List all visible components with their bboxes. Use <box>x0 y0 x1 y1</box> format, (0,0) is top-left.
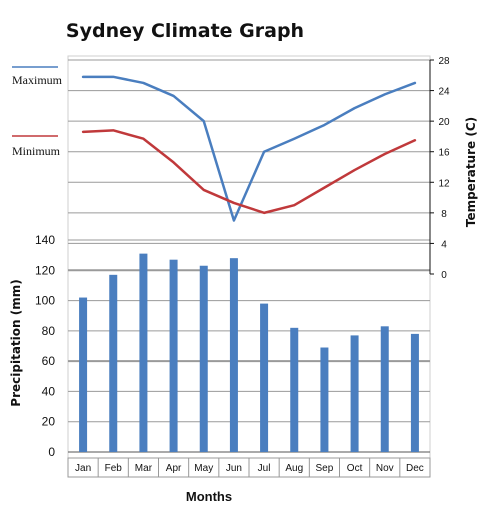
temperature-line-minimum <box>81 129 417 215</box>
legend-layer: Maximum Minimum <box>12 66 63 158</box>
x-tick-label: Jan <box>75 463 91 474</box>
legend-label-maximum: Maximum <box>12 73 63 87</box>
x-tick-label: Aug <box>285 463 303 474</box>
axes-layer: Jan Feb Mar Apr May Jun Jul Aug Sep Oct Nov Dec 0 20 4… <box>35 56 450 478</box>
x-tick-label: Nov <box>376 463 394 474</box>
precipitation-bar <box>199 265 208 452</box>
temperature-tick-label: 12 <box>438 178 450 189</box>
x-tick-label: Jun <box>226 463 242 474</box>
temperature-tick-label: 4 <box>441 239 447 250</box>
precipitation-bar <box>79 297 88 452</box>
precipitation-tick-label: 60 <box>42 354 56 368</box>
precipitation-bar <box>139 253 148 452</box>
precipitation-bar <box>350 335 359 452</box>
temperature-axis-title: Temperature (C) <box>464 117 478 227</box>
chart-title: Sydney Climate Graph <box>66 20 304 42</box>
temperature-tick-label: 20 <box>438 117 450 128</box>
precipitation-tick-label: 80 <box>42 324 56 338</box>
lines-layer <box>81 75 417 222</box>
x-tick-label: Oct <box>347 463 363 474</box>
precipitation-axis-title: Precipitation (mm) <box>9 279 23 406</box>
x-tick-label: May <box>194 463 213 474</box>
x-axis-title: Months <box>186 489 232 504</box>
x-tick-label: Apr <box>166 463 182 474</box>
precipitation-tick-label: 100 <box>35 294 55 308</box>
x-tick-label: Sep <box>316 463 334 474</box>
precipitation-bar <box>320 347 329 452</box>
bars-layer <box>79 253 419 452</box>
precipitation-bar <box>109 274 118 452</box>
temperature-tick-label: 0 <box>441 270 447 281</box>
precipitation-tick-label: 20 <box>42 415 56 429</box>
precipitation-bar <box>169 259 178 452</box>
x-tick-label: Dec <box>406 463 424 474</box>
precipitation-tick-label: 0 <box>48 445 55 459</box>
x-tick-label: Feb <box>105 463 123 474</box>
temperature-tick-label: 16 <box>438 148 450 159</box>
temperature-tick-label: 24 <box>438 87 450 98</box>
precipitation-bar <box>229 258 238 452</box>
precipitation-tick-label: 40 <box>42 384 56 398</box>
temperature-tick-label: 28 <box>438 56 450 67</box>
precipitation-bar <box>260 303 269 452</box>
plot-frame <box>67 55 431 478</box>
precipitation-tick-label: 120 <box>35 263 55 277</box>
grid-layer <box>68 59 430 453</box>
precipitation-bar <box>290 327 299 452</box>
legend-label-minimum: Minimum <box>12 144 61 158</box>
precipitation-bar <box>380 326 389 452</box>
x-tick-label: Jul <box>258 463 271 474</box>
precipitation-bar <box>410 333 419 452</box>
precipitation-tick-label: 140 <box>35 233 55 247</box>
x-tick-label: Mar <box>135 463 153 474</box>
temperature-line-maximum <box>81 75 417 222</box>
temperature-tick-label: 8 <box>441 209 447 220</box>
